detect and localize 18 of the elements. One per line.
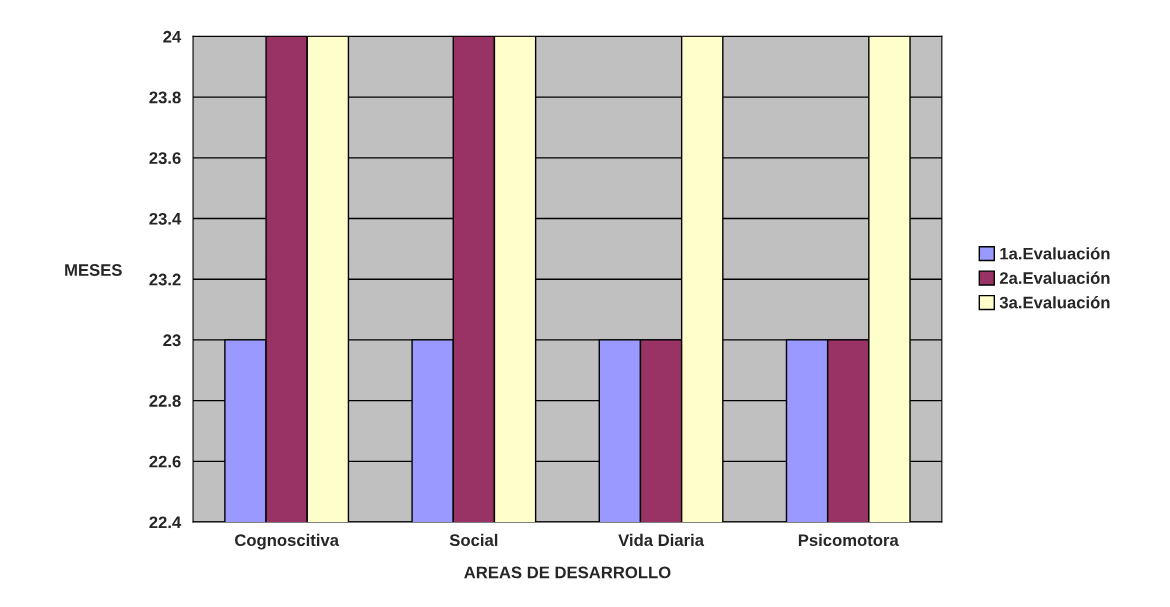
legend-label: 3a.Evaluación — [999, 296, 1110, 309]
y-axis-title: MESES — [65, 264, 122, 276]
y-tick-label: 23 — [163, 334, 181, 347]
y-tick-label: 23.8 — [149, 91, 181, 104]
y-tick-label: 22.8 — [149, 395, 181, 407]
y-tick-label: 23.4 — [149, 212, 182, 225]
y-tick-label: 22.6 — [149, 455, 181, 468]
x-axis-title: AREAS DE DESARROLLO — [464, 566, 671, 579]
y-tick-label: 22.4 — [149, 516, 182, 529]
x-tick-label: Psicomotora — [798, 533, 899, 547]
x-tick-label: Cognoscitiva — [235, 533, 340, 550]
y-tick-label: 23.2 — [149, 273, 181, 286]
legend-label: 1a.Evaluación — [1000, 247, 1110, 260]
x-tick-label: Vida Diaria — [618, 533, 705, 547]
legend-label: 2a.Evaluación — [999, 271, 1110, 284]
y-tick-label: 24 — [163, 30, 182, 43]
y-tick-label: 23.6 — [149, 152, 181, 165]
x-tick-label: Social — [449, 533, 498, 547]
